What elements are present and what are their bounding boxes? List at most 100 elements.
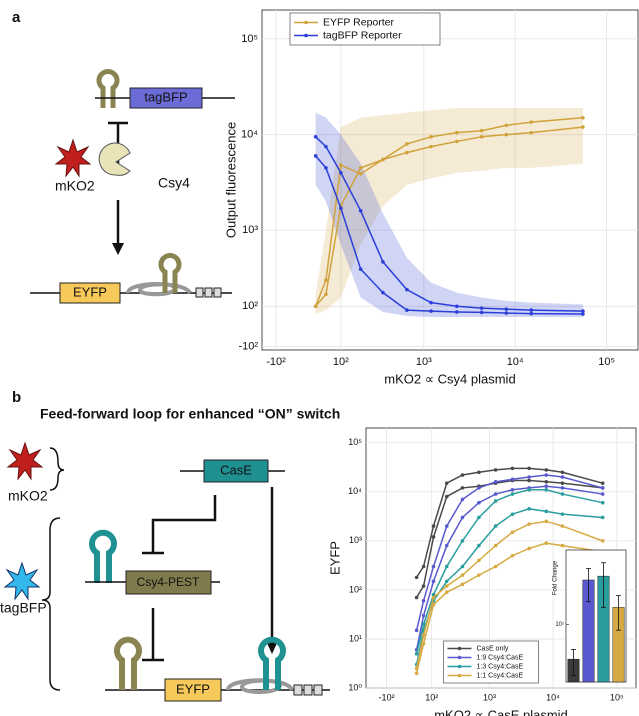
point [461, 573, 465, 577]
legend-marker [304, 21, 308, 25]
brace [50, 448, 64, 490]
point [461, 486, 465, 490]
y-tick-label: -10² [238, 340, 258, 352]
tag [214, 288, 221, 297]
hairpin [99, 72, 117, 108]
point [544, 488, 548, 492]
legend-label: 1:1 Csy4:CasE [477, 672, 524, 679]
enzyme-label: Csy4 [158, 175, 190, 191]
repressor-label: Csy4-PEST [137, 575, 200, 589]
point [445, 524, 449, 528]
enzyme-icon [99, 143, 130, 175]
legend-marker [458, 674, 462, 678]
point [505, 307, 509, 311]
point [529, 312, 533, 316]
point [505, 124, 509, 128]
legend-label: 1:9 Csy4:CasE [477, 654, 524, 661]
y-axis-title: Output fluorescence [223, 122, 238, 238]
point [461, 473, 465, 477]
point [422, 614, 426, 618]
point [527, 488, 531, 492]
legend-marker [458, 665, 462, 669]
point [477, 470, 481, 474]
diagram-title: Feed-forward loop for enhanced “ON” swit… [40, 406, 340, 422]
y-axis-title: Fold Change [553, 560, 559, 595]
point [561, 475, 565, 479]
x-tick-label: -10² [266, 356, 286, 368]
point [527, 475, 531, 479]
point [422, 565, 426, 569]
enzyme-label: CasE [220, 462, 252, 477]
x-tick-label: 10⁴ [507, 356, 524, 368]
point [601, 492, 605, 496]
point [359, 267, 363, 271]
star [56, 140, 90, 176]
point [381, 158, 385, 162]
point [494, 480, 498, 484]
point [505, 311, 509, 315]
point [477, 501, 481, 505]
point [561, 492, 565, 496]
point [494, 524, 498, 528]
x-tick-label: -10² [379, 692, 395, 702]
inhibition [153, 495, 215, 553]
x-tick-label: 10³ [416, 356, 432, 368]
tag [294, 685, 302, 695]
point [480, 129, 484, 133]
point [544, 510, 548, 514]
point [461, 565, 465, 569]
point [494, 468, 498, 472]
point [527, 479, 531, 483]
point [561, 470, 565, 474]
point [511, 512, 515, 516]
point [429, 135, 433, 139]
y-tick-label: 10⁴ [348, 486, 362, 496]
point [527, 467, 531, 471]
point [314, 154, 318, 158]
point [511, 530, 515, 534]
point [505, 133, 509, 137]
x-tick-label: 10² [333, 356, 349, 368]
y-tick-label: 10⁵ [241, 33, 258, 45]
point [455, 140, 459, 144]
point [511, 488, 515, 492]
legend-marker [304, 34, 308, 38]
point [324, 292, 328, 296]
point [445, 495, 449, 499]
point [561, 524, 565, 528]
legend-label: tagBFP Reporter [323, 29, 402, 41]
figure: a tagBFP mKO2 Csy4 EYFP b Feed-forward l… [0, 0, 639, 716]
point [432, 603, 436, 607]
point [432, 596, 436, 600]
tag [205, 288, 212, 297]
point [381, 291, 385, 295]
point [494, 492, 498, 496]
point [455, 131, 459, 135]
point [480, 311, 484, 315]
point [461, 516, 465, 520]
legend-label: 1:3 Csy4:CasE [477, 663, 524, 670]
point [601, 516, 605, 520]
point [339, 163, 343, 167]
arrow-head [112, 243, 124, 255]
point [544, 468, 548, 472]
point [359, 209, 363, 213]
legend-marker [458, 656, 462, 660]
point [415, 629, 419, 633]
point [432, 535, 436, 539]
hairpin [92, 533, 114, 583]
point [445, 544, 449, 548]
point [480, 306, 484, 310]
point [561, 481, 565, 485]
point [359, 166, 363, 170]
point [461, 498, 465, 502]
point [527, 507, 531, 511]
point [445, 584, 449, 588]
inducer-label: mKO2 [55, 178, 95, 194]
y-tick-label: 10² [242, 300, 258, 312]
x-tick-label: 10⁴ [546, 692, 560, 702]
x-tick-label: 10³ [483, 692, 496, 702]
point [581, 312, 585, 316]
point [477, 573, 481, 577]
point [494, 565, 498, 569]
